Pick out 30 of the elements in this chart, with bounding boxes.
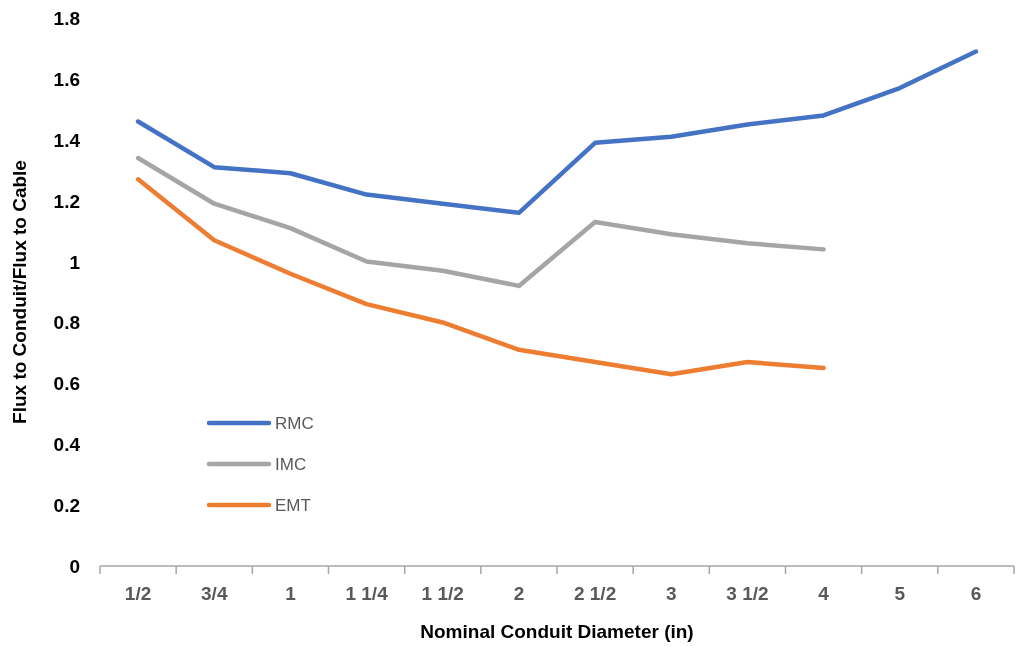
y-tick-label: 0.6	[53, 373, 80, 395]
y-tick-label: 0	[69, 556, 80, 577]
x-tick-label: 6	[970, 583, 982, 604]
x-tick-label: 5	[894, 583, 906, 604]
line-series	[135, 155, 826, 289]
y-tick-label: 0.4	[53, 434, 81, 456]
x-tick-label: 3 1/2	[726, 583, 769, 604]
legend-label: EMT	[275, 496, 311, 515]
y-axis-title: Flux to Conduit/Flux to Cable	[9, 160, 30, 424]
x-tick-label: 1 1/2	[421, 583, 464, 604]
x-tick-label: 1/2	[124, 583, 152, 604]
x-tick-label: 1	[285, 583, 297, 604]
x-tick-label: 1 1/4	[345, 583, 389, 604]
legend-label: IMC	[275, 455, 307, 474]
x-tick-label: 3	[665, 583, 677, 604]
y-tick-label: 1.8	[53, 8, 80, 29]
y-tick-label: 1.4	[53, 129, 81, 151]
y-tick-label: 0.8	[53, 312, 80, 334]
legend-label: RMC	[275, 414, 314, 433]
y-tick-label: 1.2	[53, 190, 80, 212]
y-tick-label: 0.2	[53, 495, 80, 517]
x-tick-label: 2	[513, 583, 525, 604]
x-tick-label: 2 1/2	[573, 583, 617, 604]
x-axis-title: Nominal Conduit Diameter (in)	[420, 621, 694, 642]
y-tick-label: 1.6	[53, 68, 80, 90]
x-tick-label: 4	[818, 583, 830, 604]
line-series	[135, 49, 979, 216]
line-series	[135, 177, 826, 377]
x-tick-label: 3/4	[201, 583, 228, 604]
y-tick-label: 1	[69, 251, 81, 273]
